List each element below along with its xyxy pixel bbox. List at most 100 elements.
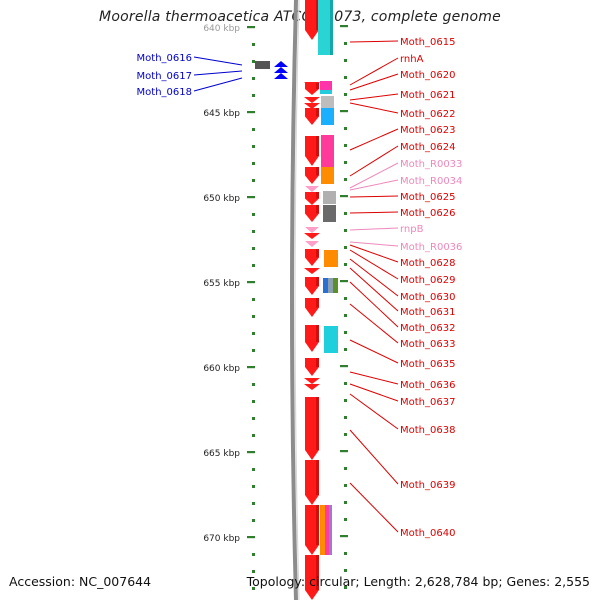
cds-moth-0625 xyxy=(305,167,319,184)
right-tick xyxy=(344,552,347,555)
right-tick xyxy=(344,161,347,164)
right-leader-line xyxy=(349,179,399,191)
minus-strand-labels: Moth_0616 Moth_0617 Moth_0618 xyxy=(137,53,243,98)
right-tick xyxy=(344,399,347,402)
cds-shade xyxy=(316,108,319,117)
right-tick xyxy=(344,433,347,436)
major-tick xyxy=(247,111,255,114)
minor-tick xyxy=(252,60,255,63)
right-tick xyxy=(344,518,347,521)
minor-tick xyxy=(252,94,255,97)
cds-moth-0628 xyxy=(305,249,319,266)
right-tick xyxy=(344,314,347,317)
right-gene-label: Moth_0629 xyxy=(400,275,455,286)
cds-chevron xyxy=(304,378,320,384)
cds-shade xyxy=(316,205,319,214)
minor-tick xyxy=(252,434,255,437)
cds-shade xyxy=(316,298,319,308)
cds-chevron xyxy=(304,384,320,390)
right-gene-label: Moth_0615 xyxy=(400,37,455,48)
right-gene-label: Moth_R0036 xyxy=(400,242,462,253)
right-leader-line xyxy=(349,241,399,247)
right-tick xyxy=(344,297,347,300)
annotation-green xyxy=(333,278,338,293)
cds-chevron xyxy=(304,268,320,274)
right-leader-line xyxy=(349,429,399,485)
minor-tick xyxy=(252,332,255,335)
right-leader-line xyxy=(349,211,399,214)
right-leader-line xyxy=(349,281,399,328)
annotation-grey xyxy=(321,96,334,108)
cds-moth-0638 xyxy=(305,397,319,460)
cds-moth-0635 xyxy=(305,358,319,376)
right-tick xyxy=(344,467,347,470)
annotation-orange-thin xyxy=(320,505,325,555)
minor-tick xyxy=(252,264,255,267)
cds-next xyxy=(305,555,319,600)
cds-shade xyxy=(316,136,319,156)
right-leader-line xyxy=(349,128,399,151)
right-gene-label: Moth_0635 xyxy=(400,359,455,370)
right-leader-line xyxy=(349,371,399,385)
right-tick xyxy=(344,127,347,130)
right-gene-label: Moth_R0034 xyxy=(400,176,462,187)
minor-tick xyxy=(252,145,255,148)
minor-tick xyxy=(252,298,255,301)
right-tick xyxy=(340,450,348,453)
right-leader-line xyxy=(349,227,399,231)
plus-strand-labels: Moth_0615 rnhA Moth_0620 Moth_0621 Moth_0622… xyxy=(349,37,462,539)
right-gene-label: rnhA xyxy=(400,54,424,65)
right-leader-line xyxy=(349,57,399,86)
right-leader-line xyxy=(349,482,399,533)
right-leader-line xyxy=(349,303,399,344)
right-gene-label: Moth_0622 xyxy=(400,109,455,120)
cds-moth-0615 xyxy=(305,0,319,40)
right-tick xyxy=(344,59,347,62)
right-gene-label: Moth_0640 xyxy=(400,528,455,539)
minor-tick xyxy=(252,417,255,420)
right-tick xyxy=(344,93,347,96)
left-leader-line xyxy=(193,77,243,92)
cds-shade xyxy=(316,505,319,545)
minor-tick xyxy=(252,77,255,80)
cds-moth-0626 xyxy=(305,192,319,205)
annotation-magenta xyxy=(320,81,332,90)
right-tick xyxy=(344,42,347,45)
left-gene-label: Moth_0617 xyxy=(137,71,192,82)
annotation-grey xyxy=(323,191,336,204)
right-tick xyxy=(344,484,347,487)
right-gene-label: Moth_0639 xyxy=(400,480,455,491)
right-tick xyxy=(340,25,348,28)
right-tick xyxy=(344,263,347,266)
minor-tick xyxy=(252,553,255,556)
accession-text: Accession: NC_007644 xyxy=(9,574,152,589)
right-tick xyxy=(344,331,347,334)
right-tick xyxy=(340,280,348,283)
right-gene-label: Moth_0631 xyxy=(400,307,455,318)
major-tick xyxy=(247,196,255,199)
annotation-orange xyxy=(324,250,338,267)
right-leader-line xyxy=(349,93,399,101)
right-tick xyxy=(344,382,347,385)
annotation-orange xyxy=(321,167,334,184)
right-gene-label: rnpB xyxy=(400,224,424,235)
cds-moth-0639 xyxy=(305,460,319,505)
cds-moth-0630 xyxy=(305,277,319,295)
minus-arrow-0616 xyxy=(274,61,288,67)
right-tick xyxy=(344,144,347,147)
map-title: Moorella thermoacetica ATCC 39073, compl… xyxy=(99,9,501,25)
kbp-tick-label: 650 kbp xyxy=(203,194,240,204)
right-leader-line xyxy=(349,383,399,402)
backbone-highlight xyxy=(294,0,300,600)
annotation-violet-thin xyxy=(329,505,332,555)
right-gene-label: Moth_0638 xyxy=(400,425,455,436)
right-gene-label: Moth_R0033 xyxy=(400,159,462,170)
cds-shade xyxy=(316,460,319,495)
minor-tick xyxy=(252,315,255,318)
right-gene-label: Moth_0621 xyxy=(400,90,455,101)
minor-tick xyxy=(252,230,255,233)
kbp-tick-label: 670 kbp xyxy=(203,534,240,544)
rna-moth-r0033 xyxy=(305,186,319,192)
cds-shade xyxy=(316,83,319,89)
